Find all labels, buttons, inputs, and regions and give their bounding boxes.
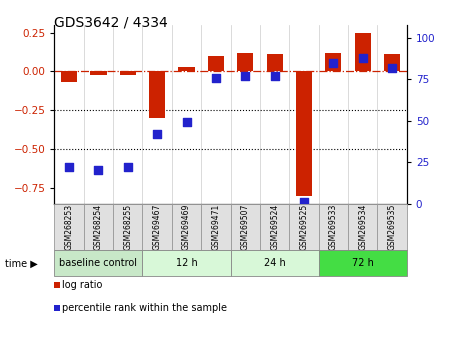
Point xyxy=(65,164,73,170)
Bar xyxy=(384,54,400,72)
FancyBboxPatch shape xyxy=(319,250,407,276)
FancyBboxPatch shape xyxy=(54,204,84,250)
FancyBboxPatch shape xyxy=(377,204,407,250)
Bar xyxy=(267,54,283,72)
FancyBboxPatch shape xyxy=(84,204,113,250)
FancyBboxPatch shape xyxy=(348,204,377,250)
Text: GSM269507: GSM269507 xyxy=(241,203,250,250)
FancyBboxPatch shape xyxy=(142,204,172,250)
Text: GDS3642 / 4334: GDS3642 / 4334 xyxy=(54,16,168,30)
FancyBboxPatch shape xyxy=(260,204,289,250)
Point xyxy=(271,73,279,79)
Bar xyxy=(61,72,77,82)
FancyBboxPatch shape xyxy=(230,204,260,250)
Text: GSM269535: GSM269535 xyxy=(387,203,396,250)
Point xyxy=(95,167,102,173)
Point xyxy=(359,55,367,61)
Text: time ▶: time ▶ xyxy=(5,259,37,269)
FancyBboxPatch shape xyxy=(142,250,230,276)
Text: GSM268254: GSM268254 xyxy=(94,204,103,250)
FancyBboxPatch shape xyxy=(230,250,319,276)
FancyBboxPatch shape xyxy=(289,204,319,250)
Text: log ratio: log ratio xyxy=(62,280,103,290)
Bar xyxy=(90,72,106,75)
Point xyxy=(330,60,337,66)
Text: baseline control: baseline control xyxy=(60,258,138,268)
Text: GSM269467: GSM269467 xyxy=(153,203,162,250)
Text: GSM269471: GSM269471 xyxy=(211,204,220,250)
Point xyxy=(242,73,249,79)
Point xyxy=(183,120,190,125)
FancyBboxPatch shape xyxy=(201,204,230,250)
Text: GSM269533: GSM269533 xyxy=(329,203,338,250)
Bar xyxy=(355,33,371,72)
Text: GSM269469: GSM269469 xyxy=(182,203,191,250)
Bar xyxy=(296,72,312,196)
Text: GSM268255: GSM268255 xyxy=(123,204,132,250)
Text: GSM269524: GSM269524 xyxy=(270,204,279,250)
Bar xyxy=(208,56,224,72)
Bar xyxy=(178,67,194,72)
Text: GSM269534: GSM269534 xyxy=(358,203,367,250)
Bar xyxy=(325,53,342,72)
Point xyxy=(388,65,396,71)
Point xyxy=(153,131,161,137)
Point xyxy=(300,199,308,205)
Text: percentile rank within the sample: percentile rank within the sample xyxy=(62,303,227,313)
Text: 24 h: 24 h xyxy=(264,258,286,268)
FancyBboxPatch shape xyxy=(319,204,348,250)
FancyBboxPatch shape xyxy=(172,204,201,250)
Text: 12 h: 12 h xyxy=(175,258,197,268)
Bar xyxy=(149,72,165,118)
Text: GSM269525: GSM269525 xyxy=(299,204,308,250)
Text: 72 h: 72 h xyxy=(352,258,374,268)
FancyBboxPatch shape xyxy=(113,204,142,250)
Bar xyxy=(237,53,254,72)
Point xyxy=(212,75,219,81)
Bar xyxy=(120,72,136,75)
Point xyxy=(124,164,131,170)
Text: GSM268253: GSM268253 xyxy=(65,204,74,250)
FancyBboxPatch shape xyxy=(54,250,142,276)
